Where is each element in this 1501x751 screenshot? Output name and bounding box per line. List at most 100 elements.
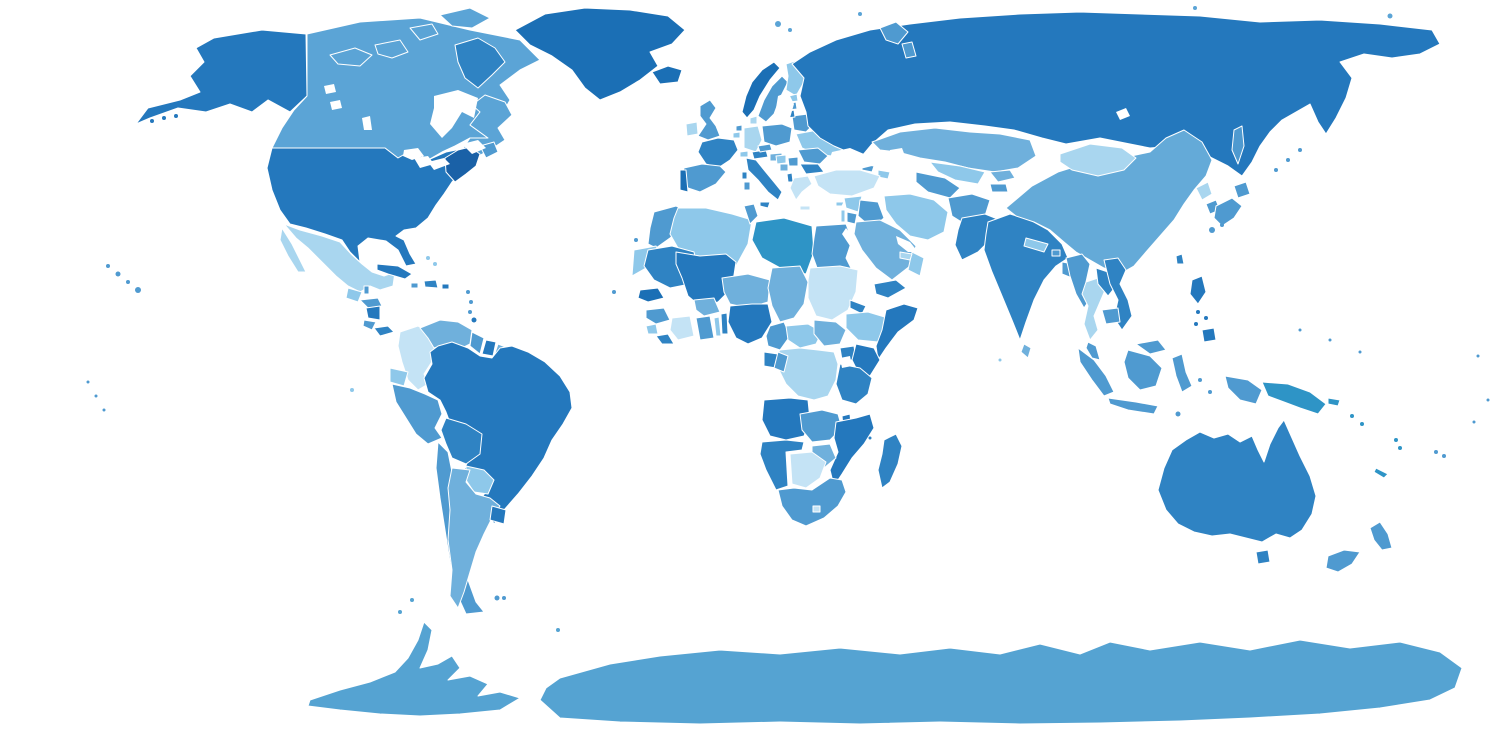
region-denmark	[749, 115, 758, 125]
regions-layer	[135, 7, 1463, 725]
region-alaska	[135, 29, 308, 125]
islet-micronesia-2	[1328, 338, 1332, 342]
region-sri-lanka	[1020, 343, 1032, 359]
region-banks-island	[374, 39, 409, 59]
region-nigeria	[727, 303, 773, 345]
lake-lake-baikal	[1116, 108, 1130, 120]
region-antarctica-west	[307, 621, 521, 717]
islet-philippines-visayas-1	[1196, 310, 1200, 314]
islet-trinidad	[471, 317, 477, 323]
region-new-caledonia	[1373, 467, 1389, 479]
islet-lesser-antilles-3	[468, 310, 472, 314]
region-uzbekistan	[929, 161, 986, 185]
region-yemen	[873, 279, 907, 299]
region-togo	[713, 316, 722, 337]
lake-red-sea	[842, 228, 876, 282]
region-australia	[1157, 419, 1317, 543]
region-cyprus	[835, 201, 845, 207]
region-sudan	[807, 265, 859, 321]
region-sierra-leone	[645, 323, 659, 335]
islet-svalbard-2	[788, 28, 792, 32]
region-russia	[791, 11, 1441, 177]
region-indonesia-sumatra	[1077, 347, 1115, 397]
region-ellesmere-island	[439, 7, 491, 29]
region-laos	[1095, 267, 1117, 297]
islet-hawaii-4	[135, 287, 141, 293]
region-antarctica-main	[539, 639, 1463, 725]
islet-kuril-2	[1286, 158, 1290, 162]
islet-micronesia-3	[1358, 350, 1362, 354]
region-ghana	[695, 315, 715, 341]
region-poland	[761, 123, 793, 147]
region-papua-new-guinea	[1261, 381, 1327, 415]
region-corsica	[741, 171, 748, 180]
region-novaya-zemlya-south	[901, 41, 917, 59]
region-jordan	[846, 211, 858, 225]
region-greenland	[514, 7, 686, 101]
region-ireland	[685, 121, 699, 137]
region-kazakhstan	[871, 127, 1037, 173]
lake-lake-superior	[403, 148, 424, 160]
islet-vanuatu-2	[1398, 446, 1402, 450]
region-baja-california	[279, 227, 307, 273]
region-tanzania	[835, 363, 873, 405]
lake-lake-victoria	[840, 356, 852, 368]
region-azerbaijan	[877, 169, 891, 180]
region-bolivia	[440, 417, 483, 465]
region-serbia	[787, 156, 799, 167]
region-bhutan	[1051, 249, 1061, 257]
region-japan-hokkaido	[1233, 181, 1251, 199]
region-iran	[883, 193, 949, 241]
region-nepal	[1023, 237, 1049, 253]
region-mozambique	[829, 413, 875, 487]
islet-aleutian-1	[150, 119, 154, 123]
lake-persian-gulf	[896, 236, 918, 252]
region-turkey	[813, 169, 881, 197]
region-taiwan	[1175, 253, 1185, 265]
region-oman	[907, 251, 925, 277]
islet-svalbard-1	[775, 21, 781, 27]
islet-polynesia-1	[86, 380, 90, 384]
lake-caspian-sea	[888, 148, 914, 194]
region-united-kingdom	[697, 99, 721, 141]
islet-polynesia-3	[102, 408, 106, 412]
region-jamaica	[410, 282, 419, 289]
lake-lake-erie-ontario	[428, 158, 450, 170]
islet-hawaii-1	[106, 264, 110, 268]
islet-bahamas-1	[426, 256, 430, 260]
region-tasmania	[1255, 549, 1271, 565]
region-indonesia-java	[1107, 397, 1159, 415]
region-portugal	[679, 169, 689, 193]
region-switzerland	[739, 150, 749, 158]
region-france	[697, 137, 739, 169]
islet-kuril-3	[1298, 148, 1302, 152]
region-peru	[391, 383, 443, 445]
islet-polynesia-2	[94, 394, 98, 398]
region-south-africa	[777, 477, 847, 527]
islet-canary	[634, 238, 638, 242]
lake-gulf-of-st-lawrence	[462, 140, 486, 154]
islet-bahamas-2	[433, 262, 437, 266]
region-baffin-island	[454, 37, 506, 89]
region-congo	[773, 351, 789, 373]
lake-great-slave-lake	[330, 100, 342, 110]
region-victoria-island	[329, 47, 373, 67]
region-mongolia	[1059, 143, 1137, 177]
islet-south-georgia	[556, 628, 560, 632]
region-philippines-luzon	[1189, 275, 1207, 305]
region-argentina	[447, 467, 501, 609]
region-guatemala	[345, 287, 363, 303]
islet-timor	[1175, 411, 1181, 417]
region-niger	[721, 273, 771, 309]
islet-hawaii-2	[115, 271, 121, 277]
region-iceland	[651, 65, 683, 85]
region-lesotho	[812, 505, 821, 513]
region-romania	[797, 147, 829, 165]
region-netherlands	[735, 124, 743, 132]
region-liberia	[655, 333, 675, 345]
region-crete	[799, 205, 811, 211]
region-panama	[373, 325, 395, 337]
region-north-korea	[1195, 181, 1213, 201]
lake-great-bear-lake	[324, 84, 336, 94]
